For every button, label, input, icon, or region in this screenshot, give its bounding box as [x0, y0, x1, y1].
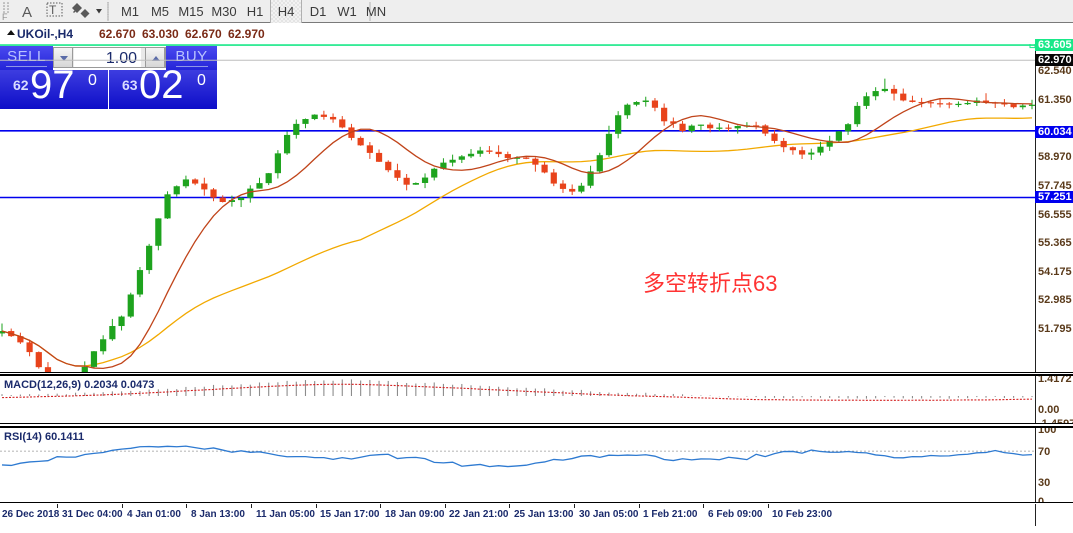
- svg-text:F: F: [2, 12, 8, 22]
- svg-text:A: A: [22, 4, 32, 21]
- svg-text:T: T: [49, 3, 57, 17]
